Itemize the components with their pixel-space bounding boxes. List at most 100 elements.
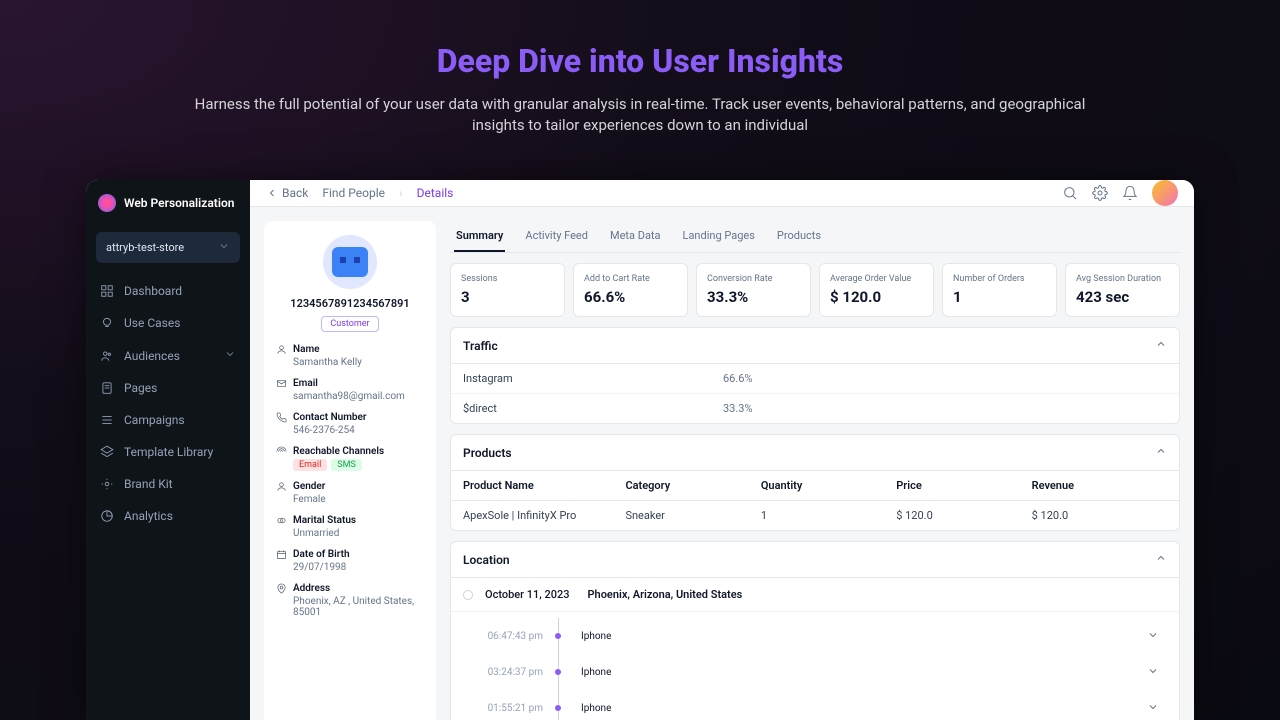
addr-label: Address <box>276 583 424 594</box>
hero-title: Deep Dive into User Insights <box>0 42 1280 80</box>
bulb-icon <box>100 316 114 330</box>
kpi-grid: Sessions3 Add to Cart Rate66.6% Conversi… <box>450 263 1180 317</box>
detail-column: Summary Activity Feed Meta Data Landing … <box>450 221 1180 720</box>
sidebar-item-label: Use Cases <box>124 316 180 330</box>
chevron-up-icon <box>1155 552 1167 567</box>
sidebar-item-label: Campaigns <box>124 413 185 427</box>
marital-value: Unmarried <box>276 528 424 539</box>
products-panel: Products Product NameCategoryQuantityPri… <box>450 434 1180 531</box>
kpi-orders: Number of Orders1 <box>942 263 1057 317</box>
channel-email-badge: Email <box>293 459 327 471</box>
back-button[interactable]: Back <box>266 186 308 200</box>
content: 1234567891234567891 Customer NameSamanth… <box>250 207 1194 720</box>
timeline-dot-icon <box>543 696 573 720</box>
user-avatar[interactable] <box>1152 180 1178 206</box>
breadcrumb-findpeople[interactable]: Find People <box>322 186 385 200</box>
detail-tabs: Summary Activity Feed Meta Data Landing … <box>450 221 1180 253</box>
sidebar-nav: Dashboard Use Cases Audiences Pages Camp… <box>86 275 250 532</box>
profile-avatar-icon <box>323 235 377 289</box>
phone-value: 546-2376-254 <box>276 425 424 436</box>
search-icon[interactable] <box>1062 185 1078 201</box>
traffic-row: Instagram66.6% <box>451 364 1179 394</box>
profile-id: 1234567891234567891 <box>276 297 424 310</box>
timeline-dot-icon <box>543 660 573 684</box>
sidebar-item-campaigns[interactable]: Campaigns <box>86 404 250 436</box>
sidebar-item-analytics[interactable]: Analytics <box>86 500 250 532</box>
gender-value: Female <box>276 494 424 505</box>
location-panel: Location October 11, 2023Phoenix, Arizon… <box>450 541 1180 720</box>
kpi-session-dur: Avg Session Duration423 sec <box>1065 263 1180 317</box>
topbar: Back Find People › Details <box>250 180 1194 207</box>
sidebar-item-audiences[interactable]: Audiences <box>86 339 250 372</box>
location-date-row: October 11, 2023Phoenix, Arizona, United… <box>451 578 1179 612</box>
traffic-panel: Traffic Instagram66.6% $direct33.3% <box>450 327 1180 424</box>
timeline-dot-icon <box>543 624 573 648</box>
sidebar-item-brandkit[interactable]: Brand Kit <box>86 468 250 500</box>
store-name: attryb-test-store <box>106 241 184 254</box>
name-label: Name <box>276 344 424 355</box>
sidebar-item-pages[interactable]: Pages <box>86 372 250 404</box>
addr-value: Phoenix, AZ , United States, 85001 <box>276 596 424 618</box>
list-icon <box>100 413 114 427</box>
kpi-sessions: Sessions3 <box>450 263 565 317</box>
profile-card: 1234567891234567891 Customer NameSamanth… <box>264 221 436 720</box>
sidebar-item-label: Template Library <box>124 445 213 459</box>
channel-sms-badge: SMS <box>331 459 362 471</box>
gear-icon[interactable] <box>1092 185 1108 201</box>
tab-landing[interactable]: Landing Pages <box>681 221 757 252</box>
sidebar-item-templates[interactable]: Template Library <box>86 436 250 468</box>
email-value: samantha98@gmail.com <box>276 391 424 402</box>
store-selector[interactable]: attryb-test-store <box>96 232 240 263</box>
tab-activity[interactable]: Activity Feed <box>523 221 590 252</box>
bell-icon[interactable] <box>1122 185 1138 201</box>
sidebar-item-label: Analytics <box>124 509 173 523</box>
hero-subtitle: Harness the full potential of your user … <box>190 94 1090 136</box>
hero: Deep Dive into User Insights Harness the… <box>0 0 1280 136</box>
brand: Web Personalization <box>86 180 250 226</box>
sidebar-item-label: Audiences <box>124 349 180 363</box>
dob-label: Date of Birth <box>276 549 424 560</box>
back-label: Back <box>282 186 308 200</box>
products-header[interactable]: Products <box>451 435 1179 471</box>
chevron-down-icon <box>1147 629 1167 644</box>
phone-label: Contact Number <box>276 412 424 423</box>
app-window: Web Personalization attryb-test-store Da… <box>86 180 1194 720</box>
chevron-down-icon <box>1147 701 1167 716</box>
products-table-header: Product NameCategoryQuantityPriceRevenue <box>451 471 1179 501</box>
sidebar-item-dashboard[interactable]: Dashboard <box>86 275 250 307</box>
tab-metadata[interactable]: Meta Data <box>608 221 663 252</box>
chevron-down-icon <box>1147 665 1167 680</box>
users-icon <box>100 349 114 363</box>
breadcrumb-details: Details <box>417 186 454 200</box>
sidebar-item-label: Dashboard <box>124 284 182 298</box>
sparkle-icon <box>100 477 114 491</box>
kpi-addtocart: Add to Cart Rate66.6% <box>573 263 688 317</box>
location-header[interactable]: Location <box>451 542 1179 578</box>
dob-value: 29/07/1998 <box>276 562 424 573</box>
chevron-up-icon <box>1155 338 1167 353</box>
location-event-row[interactable]: 03:24:37 pmIphone <box>463 654 1167 690</box>
kpi-aov: Average Order Value$ 120.0 <box>819 263 934 317</box>
location-event-row[interactable]: 01:55:21 pmIphone <box>463 690 1167 720</box>
kpi-conversion: Conversion Rate33.3% <box>696 263 811 317</box>
sidebar-item-usecases[interactable]: Use Cases <box>86 307 250 339</box>
reach-label: Reachable Channels <box>276 446 424 457</box>
layers-icon <box>100 445 114 459</box>
location-events: 06:47:43 pmIphone 03:24:37 pmIphone 01:5… <box>451 612 1179 720</box>
sidebar-item-label: Pages <box>124 381 157 395</box>
tab-summary[interactable]: Summary <box>454 221 505 252</box>
main: Back Find People › Details 1234567891234… <box>250 180 1194 720</box>
traffic-header[interactable]: Traffic <box>451 328 1179 364</box>
tab-products[interactable]: Products <box>775 221 823 252</box>
brand-label: Web Personalization <box>124 196 234 210</box>
gender-label: Gender <box>276 481 424 492</box>
sidebar-item-label: Brand Kit <box>124 477 173 491</box>
chevron-up-icon <box>1155 445 1167 460</box>
marital-label: Marital Status <box>276 515 424 526</box>
traffic-row: $direct33.3% <box>451 394 1179 423</box>
chevron-down-icon <box>224 348 236 363</box>
location-event-row[interactable]: 06:47:43 pmIphone <box>463 618 1167 654</box>
customer-badge: Customer <box>321 316 378 332</box>
grid-icon <box>100 284 114 298</box>
radio-icon <box>463 590 473 600</box>
